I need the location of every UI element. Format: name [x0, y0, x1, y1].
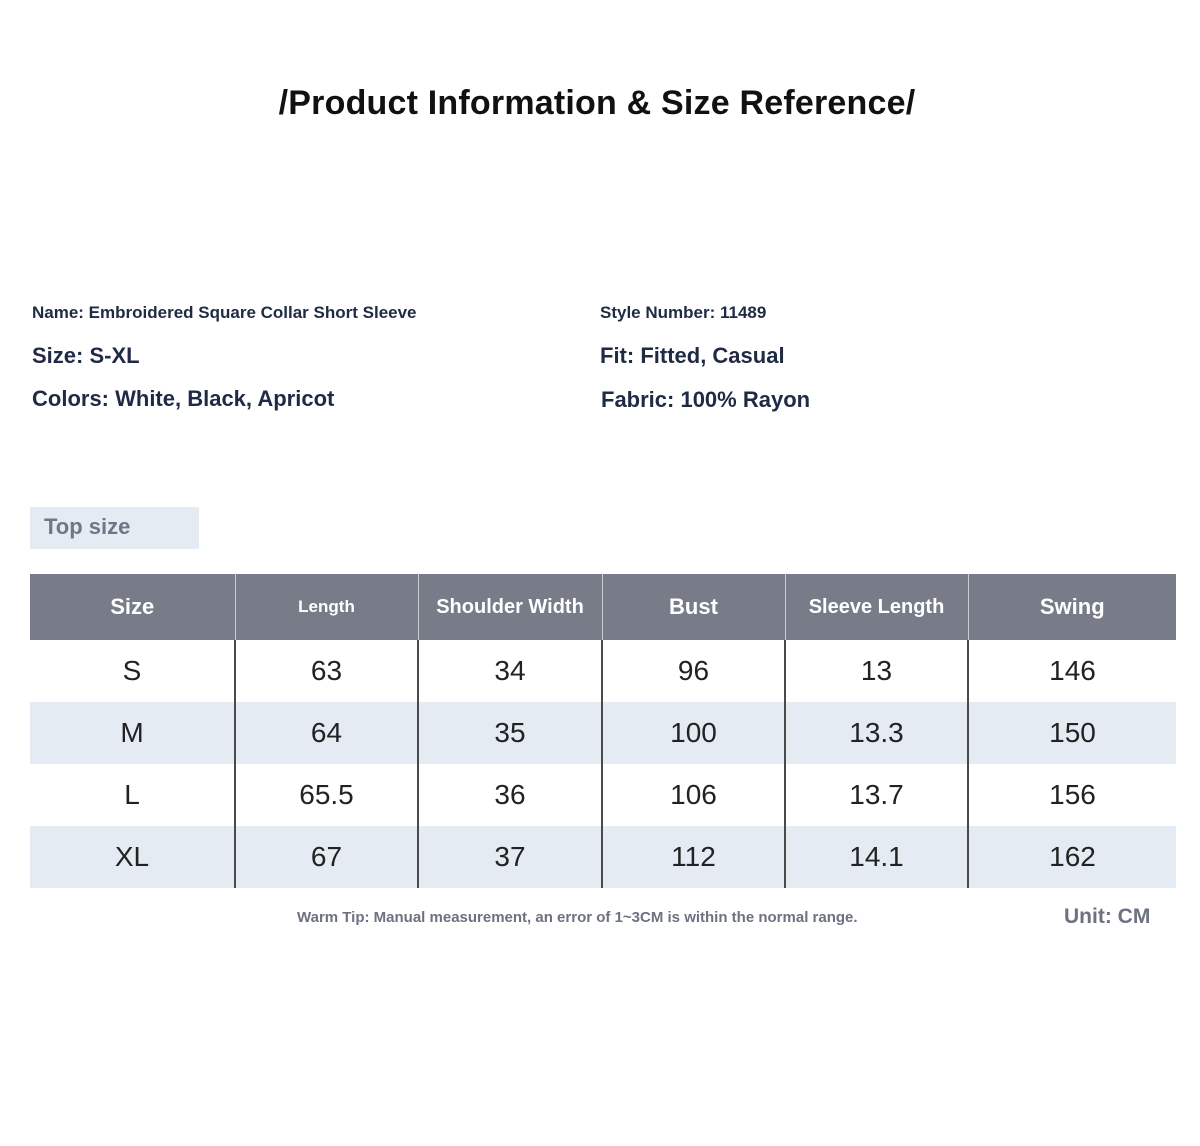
- header-sleeve-length: Sleeve Length: [784, 574, 968, 640]
- table-cell: 100: [601, 702, 785, 764]
- fit-info: Fit: Fitted, Casual: [600, 343, 785, 368]
- table-cell: 96: [601, 640, 785, 702]
- warm-tip-note: Warm Tip: Manual measurement, an error o…: [297, 909, 858, 926]
- table-cell: L: [30, 764, 235, 826]
- table-cell: 13: [784, 640, 968, 702]
- header-length: Length: [234, 574, 418, 640]
- table-cell: 13.3: [784, 702, 968, 764]
- table-cell: 63: [234, 640, 418, 702]
- size-table: Size Length Shoulder Width Bust Sleeve L…: [30, 574, 1176, 888]
- header-size: Size: [30, 574, 235, 640]
- table-row: L 65.5 36 106 13.7 156: [30, 764, 1176, 826]
- table-cell: 64: [234, 702, 418, 764]
- table-header-row: Size Length Shoulder Width Bust Sleeve L…: [30, 574, 1176, 640]
- table-cell: 13.7: [784, 764, 968, 826]
- table-cell: M: [30, 702, 235, 764]
- product-name: Name: Embroidered Square Collar Short Sl…: [32, 303, 417, 322]
- table-cell: 37: [417, 826, 602, 888]
- header-shoulder-width: Shoulder Width: [417, 574, 602, 640]
- table-cell: 146: [967, 640, 1176, 702]
- table-cell: 65.5: [234, 764, 418, 826]
- table-cell: 156: [967, 764, 1176, 826]
- table-row: XL 67 37 112 14.1 162: [30, 826, 1176, 888]
- table-cell: 112: [601, 826, 785, 888]
- table-cell: S: [30, 640, 235, 702]
- table-cell: 35: [417, 702, 602, 764]
- header-bust: Bust: [601, 574, 785, 640]
- table-cell: 34: [417, 640, 602, 702]
- table-cell: XL: [30, 826, 235, 888]
- table-cell: 67: [234, 826, 418, 888]
- table-row: M 64 35 100 13.3 150: [30, 702, 1176, 764]
- table-cell: 150: [967, 702, 1176, 764]
- unit-label: Unit: CM: [1064, 905, 1151, 928]
- colors-info: Colors: White, Black, Apricot: [32, 386, 335, 411]
- style-number: Style Number: 11489: [600, 303, 767, 322]
- page-title: /Product Information & Size Reference/: [278, 84, 916, 122]
- table-cell: 14.1: [784, 826, 968, 888]
- fabric-info: Fabric: 100% Rayon: [601, 387, 811, 412]
- table-cell: 106: [601, 764, 785, 826]
- section-label-top-size: Top size: [30, 507, 199, 549]
- size-range: Size: S-XL: [32, 343, 140, 368]
- table-row: S 63 34 96 13 146: [30, 640, 1176, 702]
- table-cell: 36: [417, 764, 602, 826]
- table-cell: 162: [967, 826, 1176, 888]
- header-swing: Swing: [967, 574, 1176, 640]
